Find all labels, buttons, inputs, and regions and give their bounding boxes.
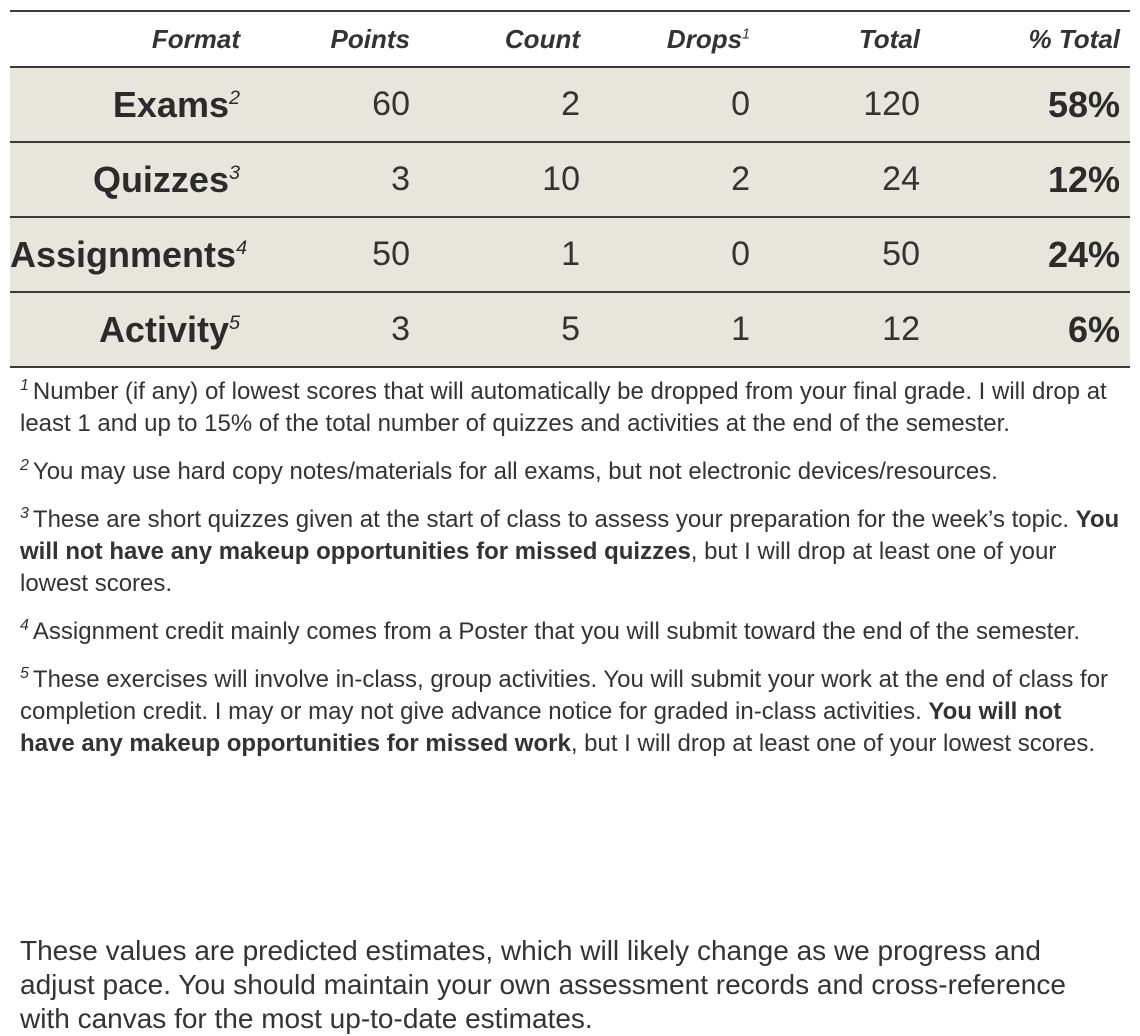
table-row: Assignments4 50 1 0 50 24% [10, 217, 1130, 292]
format-label: Activity [98, 308, 229, 350]
row-pct-total: 12% [1047, 158, 1120, 200]
footnotes: 1 Number (if any) of lowest scores that w… [20, 376, 1120, 776]
row-points: 60 [372, 85, 410, 123]
footnote-mark: 5 [20, 665, 29, 682]
closing-note: These values are predicted estimates, wh… [20, 935, 1066, 1034]
row-count: 2 [561, 85, 580, 123]
header-drops-footnote-mark: 1 [742, 25, 750, 42]
row-total: 24 [882, 160, 920, 198]
header-pct-total: % Total [1028, 23, 1120, 54]
header-count: Count [504, 23, 580, 54]
row-count: 5 [561, 310, 580, 348]
footnote-3: 3 These are short quizzes given at the st… [20, 504, 1120, 600]
row-drops: 0 [731, 235, 750, 273]
row-total: 120 [863, 85, 920, 123]
row-points: 3 [391, 310, 410, 348]
header-total: Total [858, 23, 920, 54]
footnote-text-before: These are short quizzes given at the sta… [32, 506, 1076, 533]
format-label: Exams [112, 83, 229, 125]
footnote-mark: 4 [20, 617, 29, 634]
footnote-mark: 2 [20, 457, 29, 474]
row-format: Quizzes3 [10, 142, 250, 217]
footnote-text: Number (if any) of lowest scores that wi… [20, 378, 1107, 437]
row-pct-total: 58% [1047, 83, 1120, 125]
table-row: Exams2 60 2 0 120 58% [10, 67, 1130, 142]
format-footnote-mark: 4 [236, 236, 248, 259]
table-row: Quizzes3 3 10 2 24 12% [10, 142, 1130, 217]
footnote-2: 2 You may use hard copy notes/materials f… [20, 456, 1120, 488]
footnote-bold-text: You will not have any makeup opportuniti… [20, 506, 1120, 565]
footnote-mark: 1 [20, 377, 29, 394]
row-drops: 0 [731, 85, 750, 123]
row-format: Activity5 [10, 292, 250, 367]
footnote-text: Assignment credit mainly comes from a Po… [32, 618, 1081, 645]
row-total: 50 [882, 235, 920, 273]
format-label: Assignments [10, 233, 237, 275]
table-row: Activity5 3 5 1 12 6% [10, 292, 1130, 367]
row-points: 50 [372, 235, 410, 273]
table-header-row: Format Points Count Drops1 Total % Total [10, 11, 1130, 67]
row-drops: 2 [731, 160, 750, 198]
footnote-mark: 3 [20, 505, 29, 522]
footnote-bold-text: You will not have any makeup opportuniti… [20, 698, 1062, 757]
row-format: Exams2 [10, 67, 250, 142]
row-count: 10 [542, 160, 580, 198]
footnote-text-after: , but I will drop at least one of your l… [20, 538, 1057, 597]
row-points: 3 [391, 160, 410, 198]
row-drops: 1 [731, 310, 750, 348]
header-points: Points [330, 23, 410, 54]
row-pct-total: 6% [1067, 308, 1120, 350]
row-total: 12 [882, 310, 920, 348]
grade-breakdown-table: Format Points Count Drops1 Total % Total… [10, 10, 1130, 368]
header-format: Format [151, 23, 240, 54]
footnote-4: 4 Assignment credit mainly comes from a P… [20, 616, 1120, 648]
format-footnote-mark: 2 [228, 86, 240, 109]
footnote-1: 1 Number (if any) of lowest scores that w… [20, 376, 1120, 440]
format-footnote-mark: 3 [228, 161, 240, 184]
row-count: 1 [561, 235, 580, 273]
format-label: Quizzes [92, 158, 229, 200]
row-format: Assignments4 [10, 217, 250, 292]
format-footnote-mark: 5 [228, 311, 240, 334]
footnote-text-before: These exercises will involve in-class, g… [20, 666, 1109, 725]
row-pct-total: 24% [1047, 233, 1120, 275]
header-drops: Drops1 [590, 11, 760, 67]
footnote-text-after: , but I will drop at least one of your l… [570, 730, 1096, 757]
footnote-5: 5 These exercises will involve in-class, … [20, 664, 1120, 760]
footnote-text: You may use hard copy notes/materials fo… [32, 458, 998, 485]
header-drops-label: Drops [666, 23, 743, 54]
